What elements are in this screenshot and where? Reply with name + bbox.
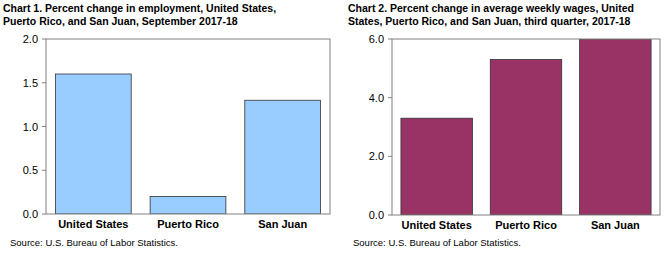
category-label: United States: [402, 219, 472, 231]
category-label: United States: [58, 218, 128, 230]
category-label: Puerto Rico: [495, 219, 557, 231]
y-tick-label: 2.0: [23, 33, 38, 45]
chart-2: Chart 2. Percent change in average weekl…: [348, 2, 660, 248]
y-tick: [42, 39, 46, 40]
y-tick: [42, 214, 46, 215]
bar: [401, 118, 472, 215]
source-note: Source: U.S. Bureau of Labor Statistics.: [10, 237, 178, 248]
y-tick-label: 1.0: [23, 121, 38, 133]
bars: [401, 39, 651, 215]
y-tick-label: 0.5: [23, 164, 38, 176]
bar: [245, 100, 321, 214]
chart-title: Chart 2. Percent change in average weekl…: [348, 2, 634, 27]
y-tick-label: 4.0: [369, 92, 384, 104]
y-tick: [42, 170, 46, 171]
y-tick-label: 2.0: [369, 150, 384, 162]
chart-1: Chart 1. Percent change in employment, U…: [3, 2, 330, 248]
y-tick-label: 6.0: [369, 33, 384, 45]
source-note: Source: U.S. Bureau of Labor Statistics.: [353, 237, 521, 248]
plot-frame: [46, 39, 330, 214]
plot-frame: [392, 39, 660, 215]
y-tick: [388, 39, 392, 40]
y-tick: [42, 82, 46, 83]
bar: [150, 197, 226, 215]
y-tick-label: 0.0: [23, 208, 38, 220]
bar: [55, 74, 131, 214]
y-tick-label: 0.0: [369, 209, 384, 221]
chart-canvas: Chart 1. Percent change in employment, U…: [0, 0, 670, 257]
y-tick: [42, 126, 46, 127]
y-tick: [388, 97, 392, 98]
bar: [580, 39, 651, 215]
bars: [55, 74, 320, 214]
y-tick: [388, 156, 392, 157]
category-label: Puerto Rico: [157, 218, 219, 230]
y-tick: [388, 215, 392, 216]
category-label: San Juan: [258, 218, 307, 230]
bar: [490, 60, 561, 215]
category-label: San Juan: [591, 219, 640, 231]
y-tick-label: 1.5: [23, 77, 38, 89]
chart-title: Chart 1. Percent change in employment, U…: [3, 2, 276, 27]
